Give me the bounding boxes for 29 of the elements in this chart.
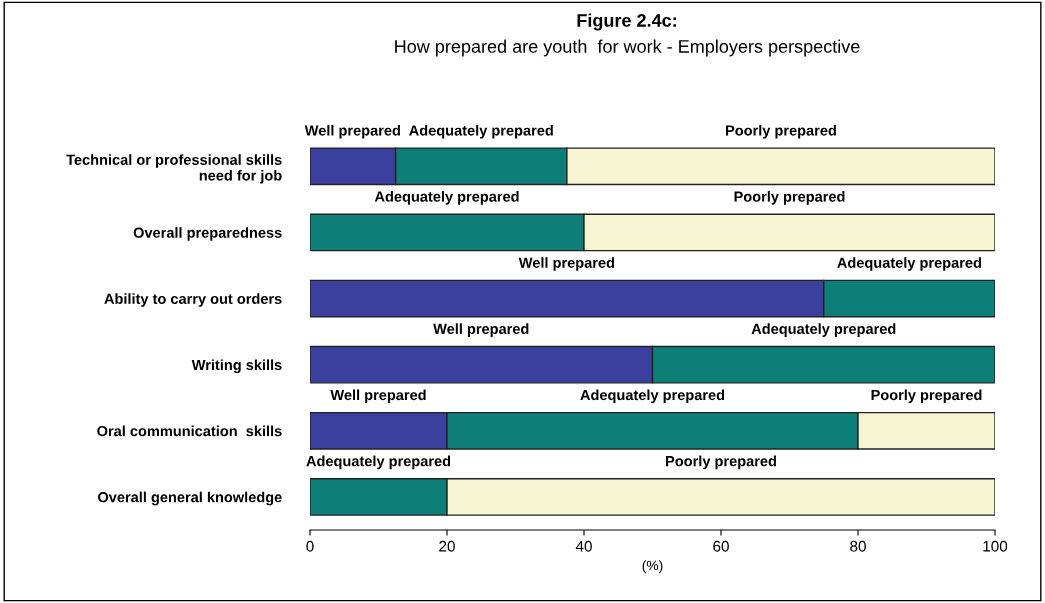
y-tick-label: Overall general knowledge bbox=[98, 491, 282, 506]
y-tick-label: Overall preparedness bbox=[133, 227, 282, 241]
text: Well prepared bbox=[304, 124, 400, 139]
text: Well prepared bbox=[330, 389, 426, 404]
x-tick-label: 20 bbox=[439, 540, 455, 552]
x-tick-label: 40 bbox=[575, 540, 592, 552]
series-label: Well prepared bbox=[433, 323, 529, 337]
x-axis-title: (%) bbox=[642, 560, 663, 574]
y-tick-label: Technical or professional skills need for job bbox=[66, 154, 282, 184]
chart-subtitle: How prepared are youth for work - Employers perspective bbox=[395, 39, 860, 57]
y-tick-label: Writing skills bbox=[191, 359, 282, 374]
x-tick-label: 80 bbox=[850, 540, 866, 552]
series-label: Adequately prepared bbox=[374, 191, 519, 205]
text: Adequately prepared bbox=[306, 455, 451, 470]
x-tick-label: 100 bbox=[983, 540, 1008, 552]
chart-title: Figure 2.4c: bbox=[577, 13, 676, 31]
text: Poorly prepared bbox=[871, 389, 982, 404]
text: Poorly prepared bbox=[726, 124, 836, 139]
text: Adequately prepared bbox=[580, 389, 725, 404]
x-tick-label: 60 bbox=[713, 540, 729, 552]
text: Well prepared bbox=[518, 257, 615, 271]
text: Adequately prepared bbox=[409, 124, 553, 139]
y-tick-label: Ability to carry out orders bbox=[104, 293, 282, 307]
text: Adequately prepared bbox=[751, 323, 896, 337]
y-tick-label: Oral communication skills bbox=[97, 425, 282, 437]
series-label: Poorly prepared bbox=[734, 191, 845, 205]
text: Adequately prepared bbox=[837, 257, 981, 271]
x-tick-label: 0 bbox=[306, 540, 314, 552]
text: Poorly prepared bbox=[666, 455, 776, 470]
